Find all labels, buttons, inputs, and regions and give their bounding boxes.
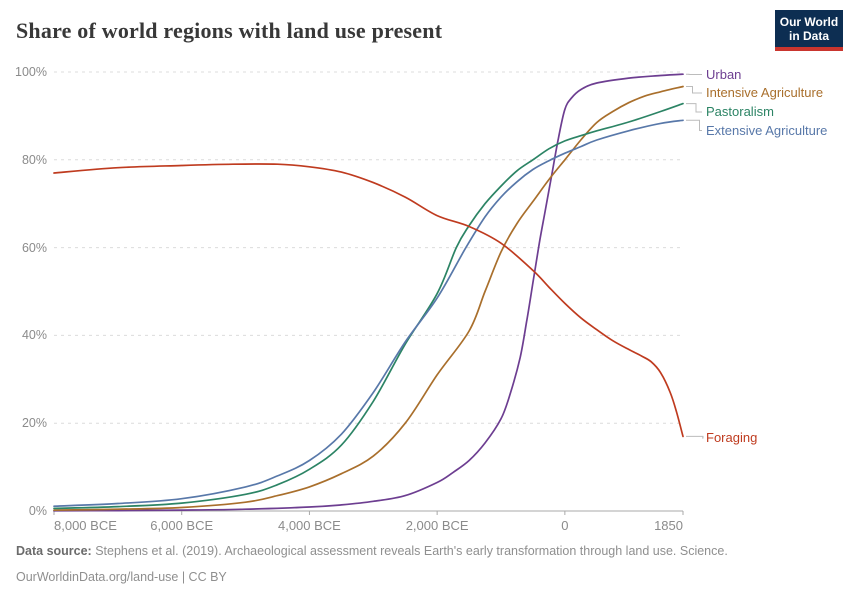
data-source-text: Stephens et al. (2019). Archaeological a… [95,544,728,558]
series-line-extensive-agriculture [53,119,684,508]
series-label-foraging[interactable]: Foraging [706,430,758,445]
series-line-urban [53,73,684,512]
x-axis-tick-label-4000bce: 4,000 BCE [277,518,341,533]
series-label-urban[interactable]: Urban [706,66,742,82]
owid-logo-box: Our World in Data [775,10,843,51]
y-axis-tick-label-80: 80% [21,152,47,167]
chart-footer: Data source: Stephens et al. (2019). Arc… [16,545,728,584]
y-axis-tick-label-20: 20% [21,416,47,431]
x-axis-tick-label-6000bce: 6,000 BCE [150,518,214,533]
legend-connector-intensive-agriculture [686,86,702,94]
y-axis-tick-label-0: 0% [28,504,47,518]
license-link[interactable]: OurWorldinData.org/land-use | CC BY [16,570,227,584]
x-axis-tick-label-2000bce: 2,000 BCE [405,518,469,533]
chart-title: Share of world regions with land use pre… [16,18,443,43]
y-axis-tick-label-100: 100% [15,65,47,79]
owid-logo[interactable]: Our World in Data [775,10,843,51]
y-axis-tick-label-60: 60% [21,240,47,255]
series-label-extensive-agriculture[interactable]: Extensive Agriculture [706,122,828,138]
owid-logo-line2: in Data [788,29,829,43]
legend-connector-foraging [686,435,704,439]
x-axis-tick-label-8000bce: 8,000 BCE [54,518,117,533]
series-line-intensive-agriculture [53,85,684,511]
x-axis-tick-label-1850: 1850 [654,518,683,533]
x-axis-tick-label-0: 0 [561,518,569,533]
data-source-label: Data source: [16,544,92,558]
series-line-pastoralism [53,102,684,510]
legend-connector-extensive-agriculture [686,119,702,131]
owid-logo-line1: Our World [779,15,839,29]
series-label-pastoralism[interactable]: Pastoralism [706,104,774,119]
legend-connector-pastoralism [686,103,702,113]
series-label-intensive-agriculture[interactable]: Intensive Agriculture [706,85,824,100]
y-axis-tick-label-40: 40% [21,328,47,343]
series-line-foraging [53,163,684,438]
